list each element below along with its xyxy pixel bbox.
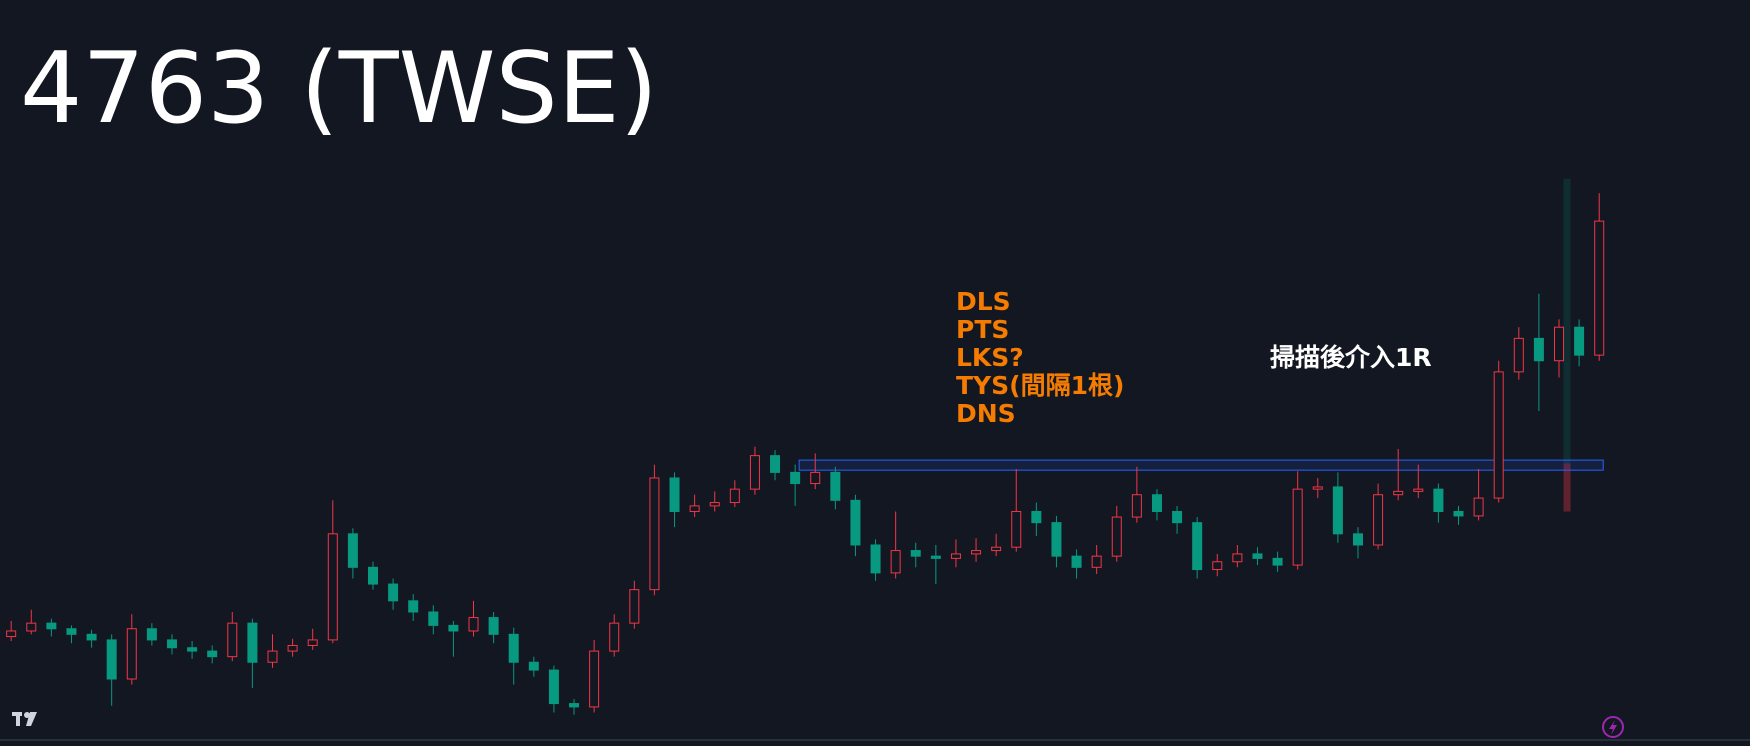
- candle-body: [749, 455, 760, 490]
- candle-body: [930, 555, 941, 559]
- candle-body: [267, 650, 278, 663]
- lightning-icon[interactable]: [1602, 716, 1624, 738]
- candle-body: [1493, 371, 1504, 499]
- candle-body: [910, 550, 921, 557]
- candle-body: [649, 477, 660, 591]
- candle-body: [1393, 490, 1404, 496]
- candle-body: [347, 533, 358, 568]
- candle-body: [1533, 337, 1544, 362]
- position-stop: [1563, 463, 1571, 512]
- candle-body: [790, 471, 801, 485]
- candle-body: [1192, 522, 1203, 571]
- candle-body: [890, 550, 901, 574]
- candle-body: [368, 566, 378, 585]
- candle-body: [709, 502, 720, 507]
- candle-body: [46, 622, 57, 630]
- candle-body: [1051, 522, 1062, 557]
- candle-body: [1272, 557, 1283, 566]
- candle-body: [187, 647, 198, 652]
- candle-body: [6, 630, 17, 638]
- candle-body: [86, 633, 97, 641]
- candle-body: [388, 583, 399, 602]
- candle-body: [770, 455, 781, 473]
- zone: [798, 459, 1604, 471]
- candle-body: [287, 644, 298, 652]
- candle-body: [1453, 510, 1464, 517]
- candle-body: [468, 617, 479, 632]
- candle-body: [207, 650, 218, 658]
- candle-body: [1011, 510, 1022, 548]
- candle-body: [1071, 555, 1082, 568]
- position-target: [1563, 178, 1571, 464]
- candle-body: [1513, 337, 1524, 373]
- candle-body: [227, 622, 238, 658]
- annotation: TYS(間隔1根): [956, 371, 1124, 400]
- candle-body: [1131, 494, 1142, 518]
- candle-body: [669, 477, 680, 512]
- candle-body: [1352, 533, 1363, 546]
- candle-body: [971, 550, 982, 555]
- candle-body: [609, 622, 620, 652]
- candle-body: [26, 622, 37, 632]
- candle-body: [991, 546, 1002, 552]
- annotation: LKS?: [956, 343, 1024, 372]
- annotation: DNS: [956, 399, 1016, 428]
- candle-body: [548, 669, 559, 705]
- candle-body: [1292, 488, 1303, 566]
- candle-body: [830, 471, 841, 501]
- candle-body: [66, 628, 77, 635]
- candle-body: [106, 639, 117, 680]
- candle-body: [1212, 561, 1223, 571]
- candle-body: [126, 628, 137, 680]
- tv-logo: [12, 712, 37, 726]
- note: 掃描後介入1R: [1270, 343, 1432, 372]
- candle-body: [166, 639, 177, 649]
- candle-body: [1091, 555, 1102, 568]
- candle-body: [1232, 553, 1243, 563]
- candle-body: [850, 499, 861, 546]
- candle-body: [1332, 486, 1343, 535]
- candle-body: [1594, 220, 1605, 356]
- chart-title: 4763 (TWSE): [20, 32, 658, 146]
- candle-body: [589, 650, 600, 708]
- candle-body: [488, 617, 499, 635]
- candle-body: [247, 622, 258, 663]
- candle-body: [408, 600, 419, 613]
- candle-body: [1151, 494, 1162, 512]
- candle-body: [1373, 494, 1384, 546]
- candle-body: [1172, 510, 1183, 524]
- candle-body: [428, 611, 439, 626]
- candle-body: [327, 533, 338, 641]
- candle-body: [870, 544, 881, 574]
- candle-body: [1554, 326, 1565, 362]
- candle-body: [729, 488, 740, 504]
- candle-body: [528, 661, 539, 671]
- candle-body: [1252, 553, 1263, 559]
- candle-body: [1312, 486, 1323, 490]
- candle-body: [629, 589, 640, 624]
- candle-body: [569, 703, 580, 708]
- candle-body: [950, 553, 961, 559]
- annotation: DLS: [956, 287, 1011, 316]
- candle-body: [1473, 497, 1484, 517]
- candle-body: [1031, 510, 1042, 524]
- candles: [6, 178, 1605, 715]
- candle-body: [1413, 488, 1424, 492]
- candle-body: [689, 505, 700, 512]
- annotation: PTS: [956, 315, 1009, 344]
- candle-body: [1111, 516, 1122, 557]
- candle-body: [448, 624, 459, 632]
- candle-body: [1433, 488, 1444, 512]
- candle-body: [307, 639, 318, 646]
- candle-body: [810, 471, 821, 485]
- candle-body: [1574, 326, 1585, 356]
- candle-body: [508, 633, 519, 663]
- candle-body: [146, 628, 157, 641]
